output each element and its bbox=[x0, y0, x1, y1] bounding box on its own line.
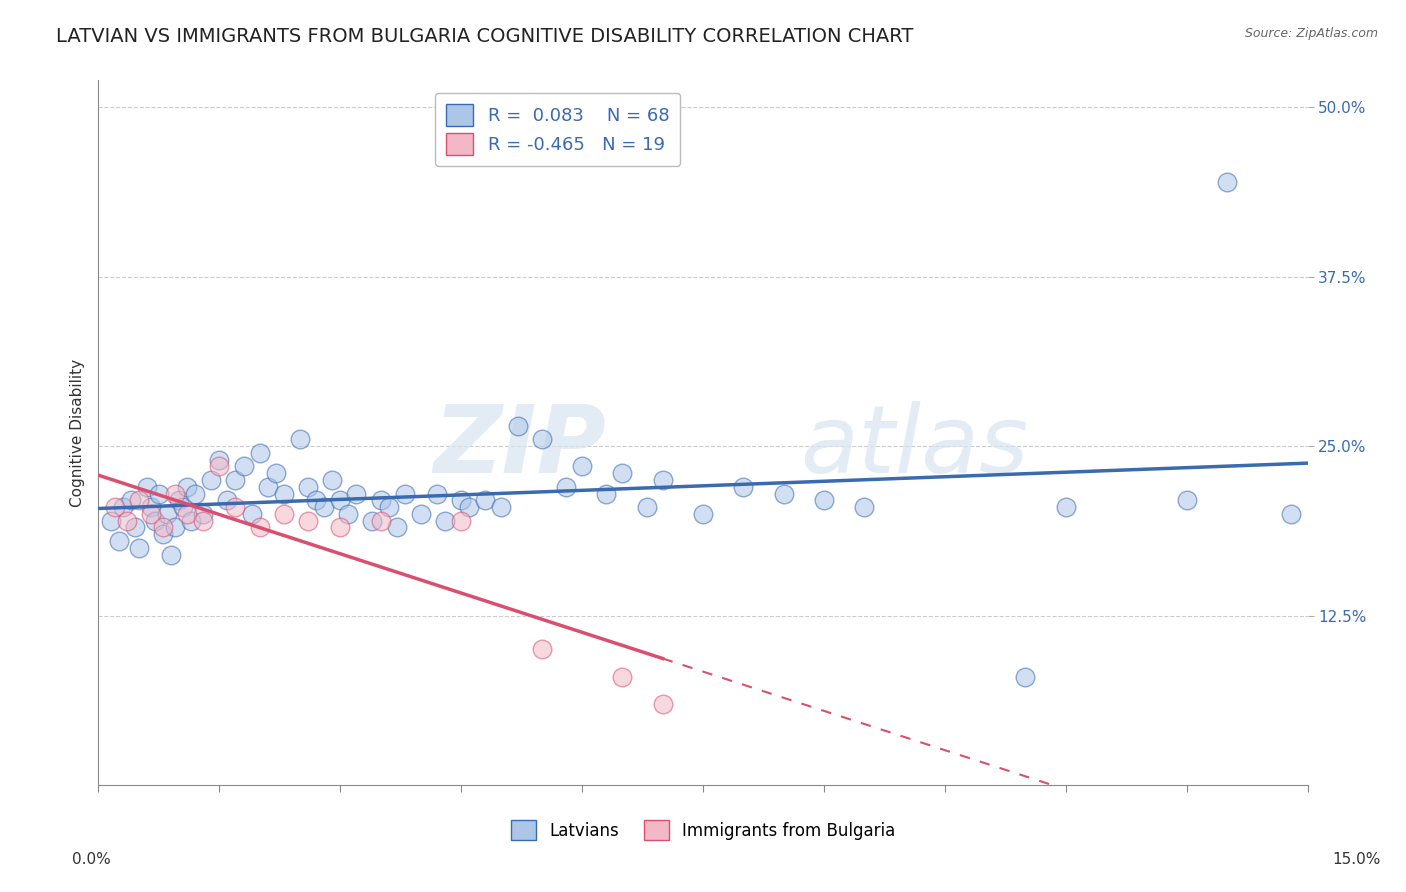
Text: 0.0%: 0.0% bbox=[72, 852, 111, 867]
Point bbox=[692, 507, 714, 521]
Point bbox=[1216, 175, 1239, 189]
Point bbox=[555, 480, 578, 494]
Point bbox=[120, 493, 142, 508]
Point bbox=[385, 520, 408, 534]
Point bbox=[426, 486, 449, 500]
Point bbox=[143, 514, 166, 528]
Text: LATVIAN VS IMMIGRANTS FROM BULGARIA COGNITIVE DISABILITY CORRELATION CHART: LATVIAN VS IMMIGRANTS FROM BULGARIA COGN… bbox=[56, 27, 914, 45]
Point bbox=[156, 507, 179, 521]
Point bbox=[184, 486, 207, 500]
Text: Source: ZipAtlas.com: Source: ZipAtlas.com bbox=[1244, 27, 1378, 40]
Point bbox=[100, 514, 122, 528]
Legend: Latvians, Immigrants from Bulgaria: Latvians, Immigrants from Bulgaria bbox=[503, 814, 903, 847]
Point bbox=[450, 514, 472, 528]
Point bbox=[217, 493, 239, 508]
Point bbox=[651, 697, 673, 711]
Point bbox=[249, 520, 271, 534]
Point bbox=[163, 486, 186, 500]
Point bbox=[1054, 500, 1077, 515]
Point bbox=[434, 514, 457, 528]
Point bbox=[1014, 669, 1036, 683]
Point bbox=[314, 500, 336, 515]
Point bbox=[273, 486, 295, 500]
Point bbox=[409, 507, 432, 521]
Point bbox=[273, 507, 295, 521]
Point bbox=[115, 514, 138, 528]
Point bbox=[636, 500, 658, 515]
Point bbox=[139, 507, 162, 521]
Point bbox=[200, 473, 222, 487]
Point bbox=[124, 520, 146, 534]
Point bbox=[733, 480, 755, 494]
Point bbox=[651, 473, 673, 487]
Point bbox=[128, 493, 150, 508]
Point bbox=[180, 514, 202, 528]
Text: 15.0%: 15.0% bbox=[1333, 852, 1381, 867]
Point bbox=[176, 480, 198, 494]
Point bbox=[530, 642, 553, 657]
Point bbox=[506, 418, 529, 433]
Point bbox=[772, 486, 794, 500]
Point bbox=[249, 446, 271, 460]
Point bbox=[152, 527, 174, 541]
Point bbox=[474, 493, 496, 508]
Point bbox=[450, 493, 472, 508]
Point bbox=[103, 500, 125, 515]
Point bbox=[208, 459, 231, 474]
Point bbox=[128, 541, 150, 555]
Point bbox=[394, 486, 416, 500]
Point bbox=[135, 480, 157, 494]
Point bbox=[853, 500, 876, 515]
Point bbox=[264, 467, 287, 481]
Point bbox=[107, 534, 129, 549]
Point bbox=[337, 507, 360, 521]
Point bbox=[288, 433, 311, 447]
Point bbox=[813, 493, 835, 508]
Point bbox=[329, 493, 352, 508]
Point bbox=[193, 507, 215, 521]
Point bbox=[208, 452, 231, 467]
Y-axis label: Cognitive Disability: Cognitive Disability bbox=[69, 359, 84, 507]
Point bbox=[361, 514, 384, 528]
Point bbox=[530, 433, 553, 447]
Point bbox=[163, 520, 186, 534]
Point bbox=[224, 473, 246, 487]
Point bbox=[377, 500, 399, 515]
Point bbox=[571, 459, 593, 474]
Point bbox=[152, 520, 174, 534]
Text: atlas: atlas bbox=[800, 401, 1028, 492]
Point bbox=[256, 480, 278, 494]
Point bbox=[370, 493, 392, 508]
Point bbox=[224, 500, 246, 515]
Point bbox=[193, 514, 215, 528]
Point bbox=[240, 507, 263, 521]
Point bbox=[595, 486, 617, 500]
Point bbox=[491, 500, 513, 515]
Point bbox=[232, 459, 254, 474]
Point bbox=[458, 500, 481, 515]
Point bbox=[172, 500, 194, 515]
Point bbox=[329, 520, 352, 534]
Point bbox=[612, 669, 634, 683]
Point bbox=[148, 486, 170, 500]
Point bbox=[167, 493, 190, 508]
Point bbox=[1175, 493, 1198, 508]
Text: ZIP: ZIP bbox=[433, 401, 606, 492]
Point bbox=[305, 493, 328, 508]
Point bbox=[297, 514, 319, 528]
Point bbox=[612, 467, 634, 481]
Point bbox=[344, 486, 367, 500]
Point bbox=[160, 548, 183, 562]
Point bbox=[176, 507, 198, 521]
Point bbox=[297, 480, 319, 494]
Point bbox=[139, 500, 162, 515]
Point bbox=[321, 473, 343, 487]
Point bbox=[370, 514, 392, 528]
Point bbox=[111, 500, 134, 515]
Point bbox=[1281, 507, 1303, 521]
